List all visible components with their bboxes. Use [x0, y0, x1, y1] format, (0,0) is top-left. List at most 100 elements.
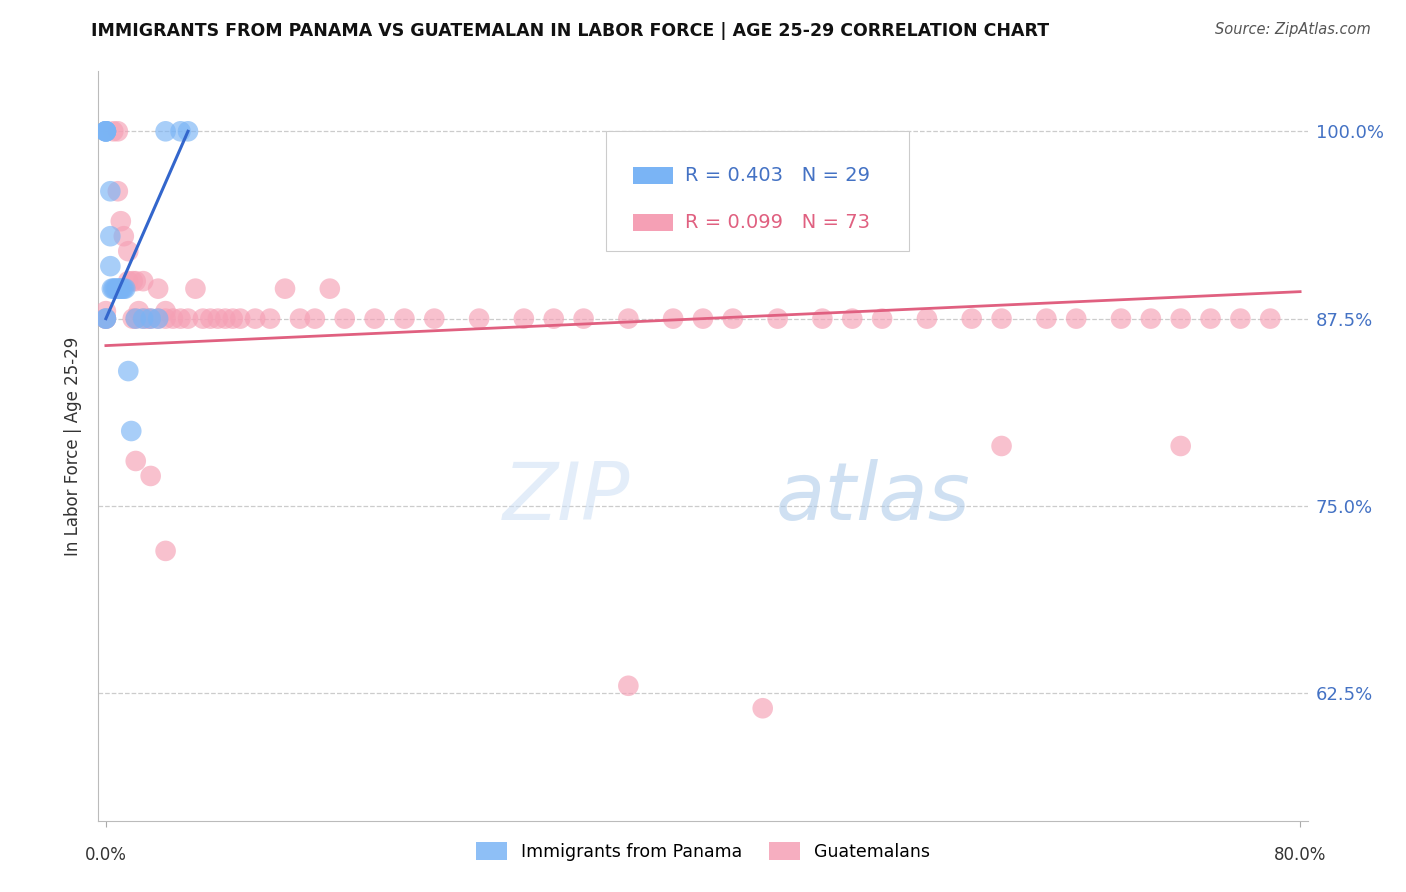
Point — [543, 311, 565, 326]
Point — [94, 311, 117, 326]
Point — [128, 304, 150, 318]
Point — [304, 311, 326, 326]
FancyBboxPatch shape — [606, 131, 908, 252]
Point — [692, 311, 714, 326]
Point — [103, 124, 125, 138]
Point — [162, 311, 184, 326]
Point — [288, 311, 311, 326]
Point — [136, 311, 159, 326]
Point — [1170, 311, 1192, 326]
Point — [177, 311, 200, 326]
Point — [94, 124, 117, 138]
Point — [111, 282, 134, 296]
Point — [155, 304, 177, 318]
Y-axis label: In Labor Force | Age 25-29: In Labor Force | Age 25-29 — [65, 336, 83, 556]
Point — [125, 274, 148, 288]
Point — [1064, 311, 1087, 326]
Point — [139, 469, 162, 483]
Point — [363, 311, 385, 326]
Point — [110, 282, 132, 296]
Point — [112, 282, 135, 296]
Point — [662, 311, 685, 326]
Point — [146, 311, 169, 326]
Point — [721, 311, 744, 326]
Text: 80.0%: 80.0% — [1274, 846, 1326, 863]
Point — [114, 282, 136, 296]
Point — [841, 311, 863, 326]
Point — [169, 311, 191, 326]
Point — [117, 274, 139, 288]
Point — [132, 311, 155, 326]
Point — [222, 311, 245, 326]
Point — [1035, 311, 1057, 326]
Point — [98, 259, 121, 273]
Point — [155, 124, 177, 138]
Point — [751, 701, 773, 715]
Point — [229, 311, 252, 326]
Point — [259, 311, 281, 326]
Point — [132, 274, 155, 288]
Text: R = 0.403   N = 29: R = 0.403 N = 29 — [685, 166, 870, 185]
Point — [125, 311, 148, 326]
Point — [110, 214, 132, 228]
Point — [870, 311, 893, 326]
Point — [169, 124, 191, 138]
Point — [155, 544, 177, 558]
Point — [1170, 439, 1192, 453]
Point — [94, 124, 117, 138]
Point — [513, 311, 536, 326]
FancyBboxPatch shape — [633, 168, 672, 184]
Point — [1229, 311, 1251, 326]
Point — [105, 282, 128, 296]
Point — [766, 311, 789, 326]
Point — [200, 311, 222, 326]
Point — [811, 311, 834, 326]
Legend: Immigrants from Panama, Guatemalans: Immigrants from Panama, Guatemalans — [470, 836, 936, 868]
Point — [394, 311, 416, 326]
Point — [155, 311, 177, 326]
Text: IMMIGRANTS FROM PANAMA VS GUATEMALAN IN LABOR FORCE | AGE 25-29 CORRELATION CHAR: IMMIGRANTS FROM PANAMA VS GUATEMALAN IN … — [91, 22, 1049, 40]
Point — [1258, 311, 1281, 326]
Point — [94, 311, 117, 326]
Point — [94, 311, 117, 326]
Point — [103, 282, 125, 296]
Point — [107, 184, 129, 198]
Point — [146, 282, 169, 296]
Point — [125, 454, 148, 468]
Point — [617, 679, 640, 693]
Text: ZIP: ZIP — [503, 459, 630, 538]
Point — [468, 311, 491, 326]
Point — [960, 311, 983, 326]
Point — [990, 439, 1012, 453]
Text: atlas: atlas — [776, 459, 970, 538]
Point — [94, 304, 117, 318]
Point — [101, 282, 124, 296]
Point — [274, 282, 297, 296]
Point — [107, 282, 129, 296]
Point — [319, 282, 342, 296]
Point — [139, 311, 162, 326]
Point — [117, 244, 139, 259]
Point — [333, 311, 356, 326]
Point — [1199, 311, 1222, 326]
Point — [94, 124, 117, 138]
Point — [915, 311, 938, 326]
Point — [104, 282, 127, 296]
Point — [1140, 311, 1163, 326]
Point — [423, 311, 446, 326]
Point — [243, 311, 266, 326]
Point — [132, 311, 155, 326]
FancyBboxPatch shape — [633, 214, 672, 231]
Point — [120, 424, 142, 438]
Point — [572, 311, 595, 326]
Point — [117, 364, 139, 378]
Point — [146, 311, 169, 326]
Point — [139, 311, 162, 326]
Point — [121, 311, 143, 326]
Point — [184, 282, 207, 296]
Point — [177, 124, 200, 138]
Point — [617, 311, 640, 326]
Point — [191, 311, 214, 326]
Point — [94, 311, 117, 326]
Point — [1109, 311, 1132, 326]
